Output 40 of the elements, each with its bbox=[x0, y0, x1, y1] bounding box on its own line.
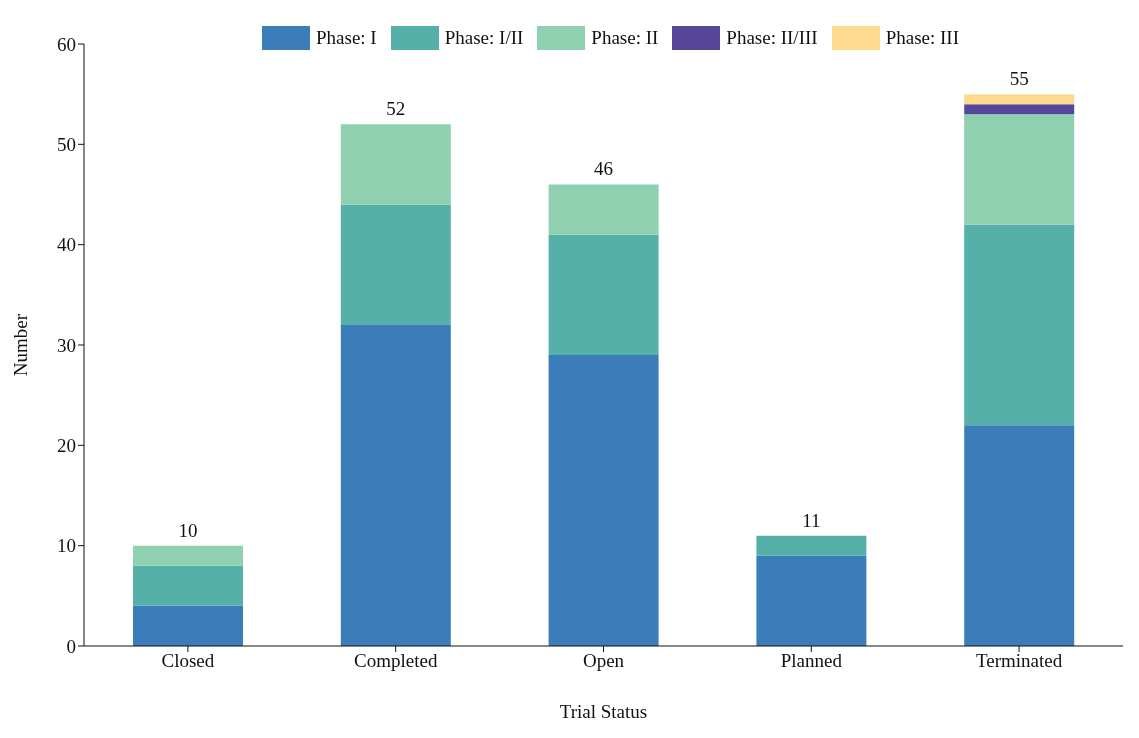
x-tick-label: Closed bbox=[161, 650, 215, 672]
y-tick-label: 40 bbox=[57, 234, 76, 256]
total-label: 55 bbox=[1009, 68, 1029, 90]
y-tick-label: 30 bbox=[57, 334, 76, 356]
y-tick-label: 0 bbox=[66, 635, 76, 657]
x-axis-title: Trial Status bbox=[559, 701, 648, 722]
total-label: 52 bbox=[386, 98, 406, 120]
bar bbox=[340, 204, 451, 325]
legend-label: Phase: I bbox=[316, 27, 377, 49]
legend-label: Phase: II/III bbox=[726, 27, 818, 49]
bar bbox=[548, 234, 659, 356]
bar bbox=[548, 184, 659, 235]
bar bbox=[756, 535, 867, 556]
legend-label: Phase: III bbox=[885, 27, 959, 49]
y-axis-title: Number bbox=[9, 313, 31, 377]
y-tick-label: 20 bbox=[57, 435, 76, 457]
legend-label: Phase: I/II bbox=[444, 27, 524, 49]
x-tick-label: Planned bbox=[780, 650, 843, 672]
y-tick-label: 10 bbox=[57, 535, 76, 557]
legend-label: Phase: II bbox=[591, 27, 659, 49]
total-label: 11 bbox=[802, 509, 821, 531]
bar bbox=[964, 94, 1075, 105]
x-tick-label: Terminated bbox=[975, 650, 1063, 672]
bar bbox=[964, 114, 1075, 225]
bar bbox=[964, 224, 1075, 426]
bar bbox=[133, 605, 243, 646]
bar bbox=[133, 565, 243, 606]
bar bbox=[340, 324, 451, 646]
bar bbox=[133, 545, 243, 566]
total-label: 10 bbox=[178, 519, 198, 541]
bar bbox=[548, 355, 659, 646]
x-tick-label: Open bbox=[582, 650, 625, 672]
bar bbox=[964, 425, 1075, 646]
total-label: 46 bbox=[594, 158, 614, 180]
y-tick-label: 60 bbox=[57, 33, 76, 55]
bar bbox=[964, 104, 1075, 115]
x-tick-label: Completed bbox=[354, 650, 438, 672]
bar bbox=[756, 555, 867, 646]
y-tick-label: 50 bbox=[57, 134, 76, 156]
bar bbox=[340, 124, 451, 205]
